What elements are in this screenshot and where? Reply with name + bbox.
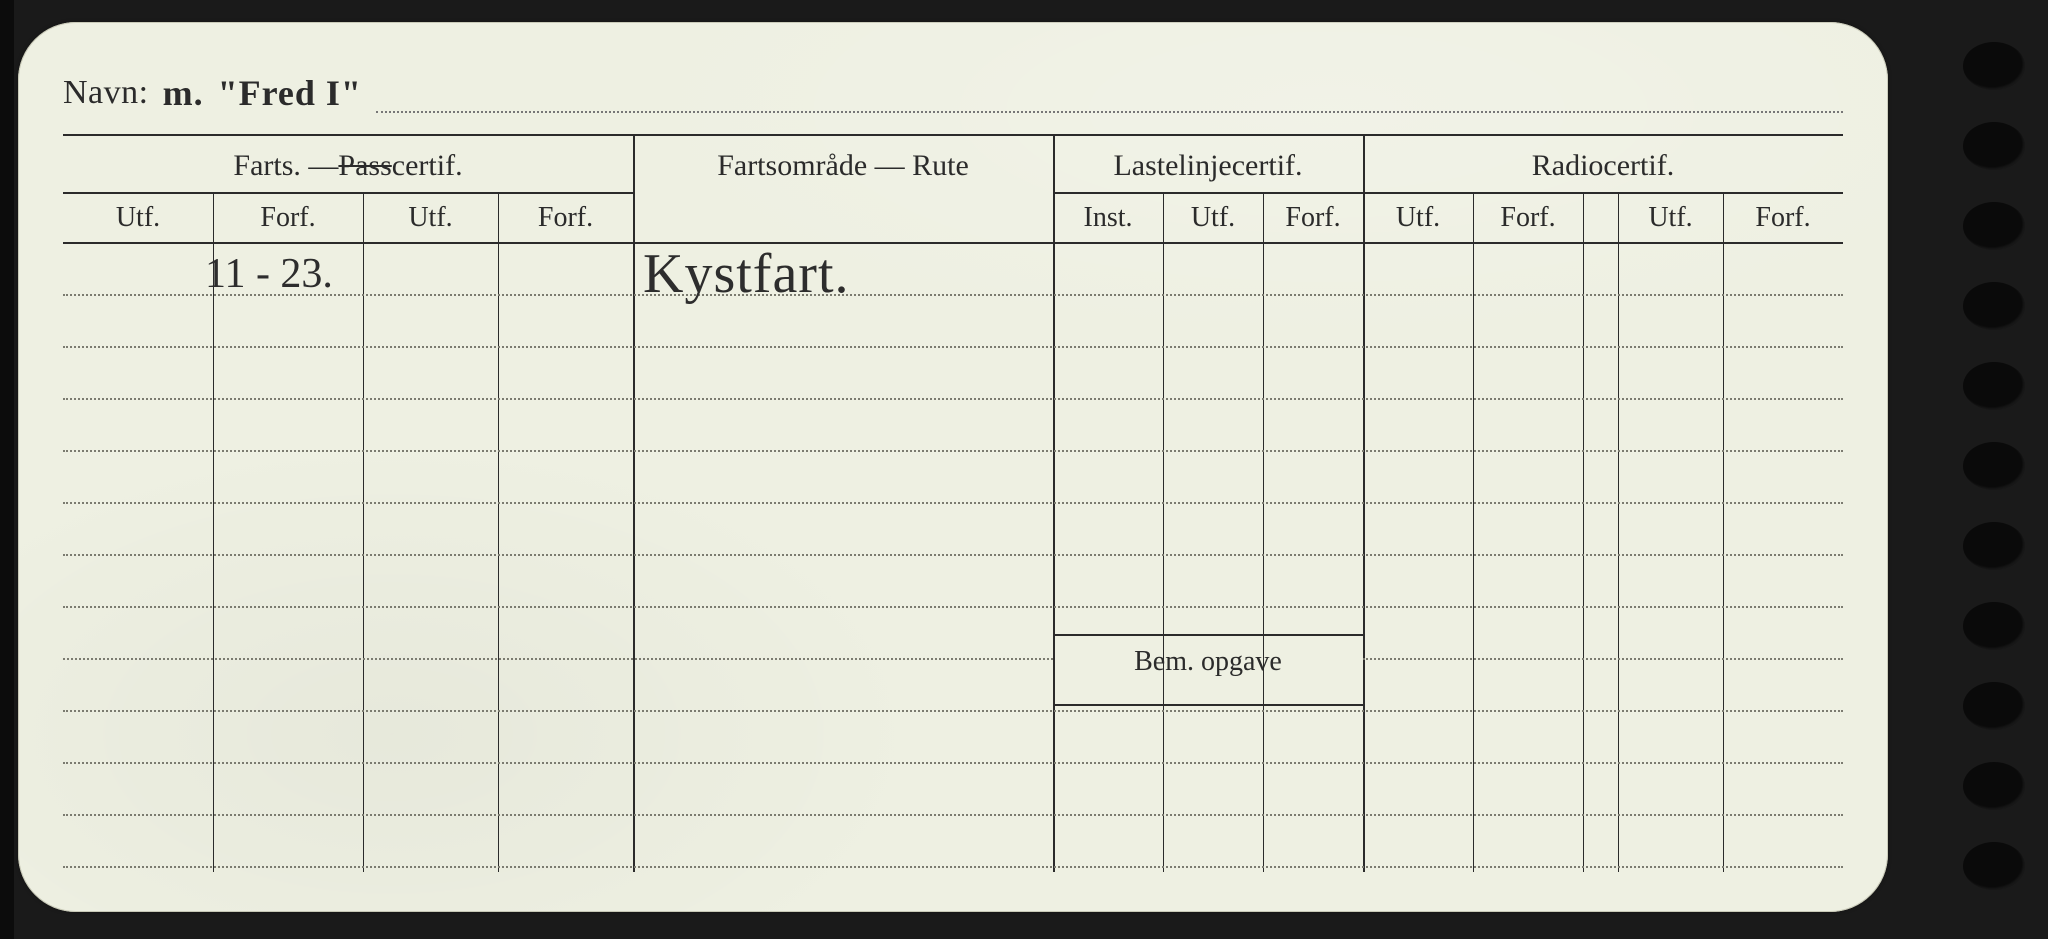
- bem-opgave-box: [1053, 634, 1363, 636]
- laste-title: Lastelinjecertif.: [1113, 149, 1302, 183]
- punch-holes: [1954, 42, 2034, 897]
- punch-hole: [1963, 442, 2025, 490]
- navn-prefix: m.: [163, 72, 204, 114]
- punch-hole: [1963, 362, 2025, 410]
- navn-dotted-rule: [376, 111, 1843, 113]
- group-rute-header: Fartsområde — Rute: [633, 142, 1053, 190]
- group-farts-header: Farts. — Pass certif.: [63, 142, 633, 190]
- dotted-row: [63, 658, 1053, 660]
- sub-utf5: Utf.: [1618, 198, 1723, 238]
- punch-hole: [1963, 202, 2025, 250]
- certificate-table: Farts. — Pass certif. Fartsområde — Rute…: [63, 134, 1843, 872]
- sub-forf4: Forf.: [1473, 198, 1583, 238]
- punch-hole: [1963, 762, 2025, 810]
- rute-title: Fartsområde — Rute: [717, 149, 969, 183]
- punch-hole: [1963, 42, 2025, 90]
- sub-forf3: Forf.: [1263, 198, 1363, 238]
- index-card: Navn: m. "Fred I" Farts. — Pass certif. …: [18, 22, 1888, 912]
- navn-label: Navn:: [63, 74, 149, 112]
- dotted-row: [63, 866, 1843, 868]
- sub-utf2: Utf.: [363, 198, 498, 238]
- punch-hole: [1963, 602, 2025, 650]
- film-edge: [0, 0, 14, 939]
- navn-row: Navn: m. "Fred I": [63, 70, 1843, 122]
- punch-hole: [1963, 522, 2025, 570]
- farts-strike: Pass: [338, 149, 391, 183]
- sub-forf2: Forf.: [498, 198, 633, 238]
- punch-hole: [1963, 122, 2025, 170]
- punch-hole: [1963, 842, 2025, 890]
- punch-hole: [1963, 682, 2025, 730]
- bem-opgave-line: [1053, 704, 1363, 706]
- sub-utf4: Utf.: [1363, 198, 1473, 238]
- farts-pre: Farts. —: [233, 149, 338, 183]
- group-laste-header: Lastelinjecertif.: [1053, 142, 1363, 190]
- dotted-row: [63, 450, 1843, 452]
- navn-value: "Fred I": [218, 72, 362, 114]
- dotted-row: [63, 814, 1843, 816]
- sub-inst: Inst.: [1053, 198, 1163, 238]
- dotted-row: [63, 398, 1843, 400]
- dotted-row: [63, 554, 1843, 556]
- group-radio-header: Radiocertif.: [1363, 142, 1843, 190]
- subheader-rule: [63, 192, 633, 194]
- sub-utf: Utf.: [63, 198, 213, 238]
- entry-forf: 11 - 23.: [205, 250, 333, 298]
- dotted-row: [63, 762, 1843, 764]
- sub-forf5: Forf.: [1723, 198, 1843, 238]
- subheader-rule-2: [1053, 192, 1843, 194]
- body-rule: [63, 242, 1843, 244]
- dotted-row: [63, 346, 1843, 348]
- dotted-row: [63, 606, 1843, 608]
- dotted-row: [63, 710, 1843, 712]
- dotted-row: [1363, 658, 1843, 660]
- sub-forf: Forf.: [213, 198, 363, 238]
- radio-title: Radiocertif.: [1532, 149, 1674, 183]
- punch-hole: [1963, 282, 2025, 330]
- table-top-rule: [63, 134, 1843, 136]
- dotted-row: [63, 502, 1843, 504]
- bem-opgave-label: Bem. opgave: [1053, 646, 1363, 678]
- sub-utf3: Utf.: [1163, 198, 1263, 238]
- farts-post: certif.: [392, 149, 463, 183]
- entry-rute: Kystfart.: [643, 242, 850, 306]
